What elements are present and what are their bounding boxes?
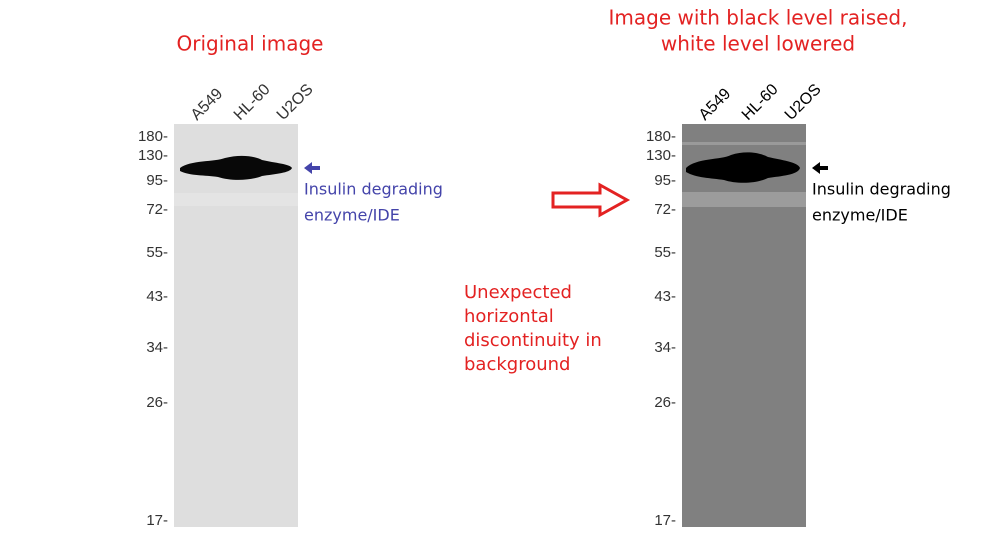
marker-label: 17-: [146, 512, 168, 529]
lane-label: U2OS: [274, 81, 317, 124]
marker-label: 34-: [146, 339, 168, 356]
note: Unexpected: [464, 282, 572, 303]
marker-label: 34-: [654, 339, 676, 356]
annotation: enzyme/IDE: [304, 206, 400, 225]
annotation: Insulin degrading: [304, 180, 443, 199]
marker-label: 72-: [146, 201, 168, 218]
annotation: Insulin degrading: [812, 180, 951, 199]
arrow: [812, 162, 828, 174]
band: [686, 152, 800, 183]
title-left: Original image: [177, 32, 324, 56]
blot-line: [682, 142, 806, 145]
marker-label: 55-: [146, 244, 168, 261]
title-right: Image with black level raised,: [609, 6, 908, 30]
marker-label: 95-: [146, 172, 168, 189]
lane-label: A549: [696, 85, 735, 124]
marker-label: 95-: [654, 172, 676, 189]
lane-label: HL-60: [231, 81, 274, 124]
note: background: [464, 354, 570, 375]
marker-label: 130-: [646, 147, 676, 164]
blot-right: [682, 124, 806, 527]
marker-label: 17-: [654, 512, 676, 529]
marker-label: 26-: [654, 394, 676, 411]
marker-label: 43-: [654, 288, 676, 305]
marker-label: 43-: [146, 288, 168, 305]
title-right: white level lowered: [661, 32, 855, 56]
note: discontinuity in: [464, 330, 602, 351]
blot-stripe: [174, 193, 298, 206]
marker-label: 180-: [646, 128, 676, 145]
marker-label: 26-: [146, 394, 168, 411]
note: horizontal: [464, 306, 554, 327]
blot-stripe: [682, 192, 806, 207]
lane-label: A549: [188, 85, 227, 124]
lane-label: HL-60: [739, 81, 782, 124]
red-arrow: [551, 182, 631, 218]
marker-label: 130-: [138, 147, 168, 164]
marker-label: 72-: [654, 201, 676, 218]
band: [180, 155, 292, 180]
lane-label: U2OS: [782, 81, 825, 124]
annotation: enzyme/IDE: [812, 206, 908, 225]
blot-left: [174, 124, 298, 527]
marker-label: 180-: [138, 128, 168, 145]
marker-label: 55-: [654, 244, 676, 261]
arrow: [304, 162, 320, 174]
